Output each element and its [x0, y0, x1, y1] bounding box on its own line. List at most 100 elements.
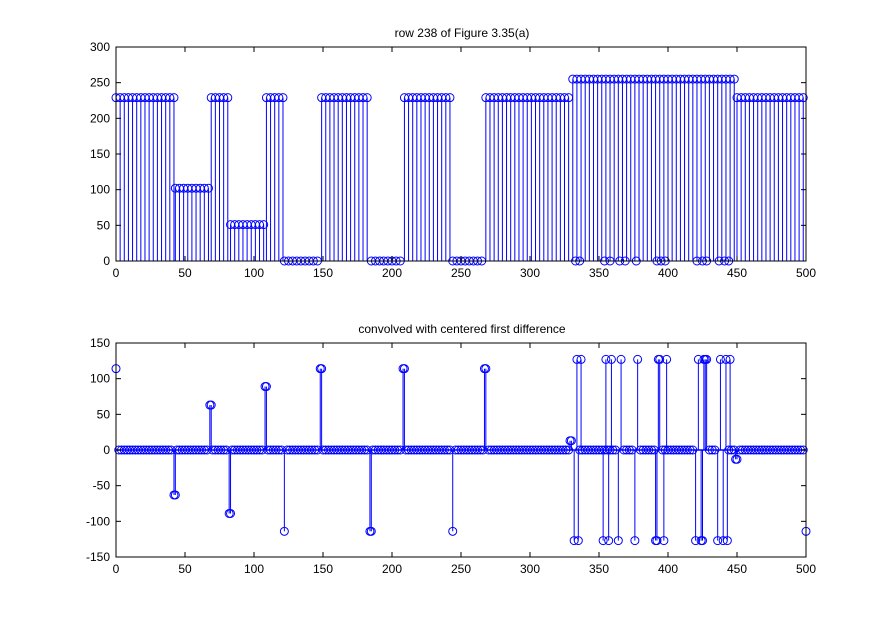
y-tick-label: 250 — [90, 76, 110, 90]
stem-marker — [566, 436, 576, 446]
stem-marker — [445, 93, 455, 103]
stem-marker — [710, 445, 720, 455]
x-tick-label: 300 — [520, 266, 540, 280]
x-tick-label: 500 — [796, 266, 816, 280]
stem-marker — [226, 508, 236, 518]
stem-marker — [688, 445, 698, 455]
stem-marker — [206, 400, 216, 410]
stem-marker — [616, 354, 626, 364]
stem-marker — [448, 526, 458, 536]
stem-marker — [278, 93, 288, 103]
stem-marker — [659, 536, 669, 546]
stem-marker — [725, 354, 735, 364]
stem-marker — [366, 526, 376, 536]
stem-marker — [798, 445, 808, 455]
x-tick-label: 500 — [796, 562, 816, 576]
stem-marker — [732, 454, 742, 464]
stem-marker — [223, 93, 233, 103]
stem-marker — [601, 354, 611, 364]
y-tick-label: 0 — [103, 254, 110, 268]
y-tick-label: -100 — [86, 514, 110, 528]
x-tick-label: 350 — [589, 266, 609, 280]
y-tick-label: 50 — [97, 218, 111, 232]
stem-marker — [279, 526, 289, 536]
y-axis-ticks: 0 50 100 150 200 250 300 — [90, 40, 806, 268]
stem-marker — [633, 354, 643, 364]
stem-marker — [622, 445, 632, 455]
stem-marker — [724, 445, 734, 455]
x-tick-label: 50 — [178, 562, 192, 576]
stem-marker — [573, 536, 583, 546]
y-tick-label: 100 — [90, 183, 110, 197]
y-tick-label: -150 — [86, 550, 110, 564]
stem-marker — [707, 445, 717, 455]
x-tick-label: 250 — [451, 266, 471, 280]
x-tick-label: 150 — [313, 266, 333, 280]
stem-marker — [685, 445, 695, 455]
stem-marker — [473, 445, 483, 455]
stem-marker — [271, 445, 281, 455]
y-tick-label: 150 — [90, 147, 110, 161]
x-tick-label: 200 — [382, 266, 402, 280]
stem-marker — [662, 354, 672, 364]
x-tick-label: 400 — [658, 562, 678, 576]
stem-marker — [598, 536, 608, 546]
x-axis-ticks: 0 50 100 150 200 250 300 350 400 450 500 — [113, 47, 816, 280]
stem-marker — [203, 183, 213, 193]
y-tick-label: 300 — [90, 40, 110, 54]
chart-row-238: row 238 of Figure 3.35(a) 0 50 100 150 200 25… — [90, 26, 816, 280]
stem-marker — [399, 364, 409, 374]
y-tick-label: 200 — [90, 111, 110, 125]
chart-first-difference: convolved with centered first difference… — [86, 322, 816, 576]
y-tick-label: -50 — [93, 479, 111, 493]
stem-marker — [357, 445, 367, 455]
stem-marker — [691, 536, 701, 546]
x-tick-label: 450 — [727, 562, 747, 576]
y-tick-label: 50 — [97, 407, 111, 421]
chart-title: row 238 of Figure 3.35(a) — [395, 26, 530, 40]
stem-marker — [652, 536, 662, 546]
stem-marker — [216, 445, 226, 455]
x-tick-label: 200 — [382, 562, 402, 576]
stem-marker — [390, 445, 400, 455]
stem-marker — [439, 445, 449, 455]
stem-series — [111, 74, 808, 266]
chart-title: convolved with centered first difference — [358, 322, 566, 336]
x-tick-label: 400 — [658, 266, 678, 280]
stem-marker — [261, 382, 271, 392]
stem-marker — [655, 354, 665, 364]
x-tick-label: 450 — [727, 266, 747, 280]
stem-marker — [715, 354, 725, 364]
x-tick-label: 250 — [451, 562, 471, 576]
x-tick-label: 100 — [244, 266, 264, 280]
stem-marker — [307, 445, 317, 455]
stem-marker — [682, 445, 692, 455]
stem-marker — [161, 445, 171, 455]
stem-marker — [630, 536, 640, 546]
stem-marker — [564, 445, 574, 455]
stem-marker — [362, 93, 372, 103]
stem-marker — [170, 490, 180, 500]
y-tick-label: 100 — [90, 372, 110, 386]
x-tick-label: 150 — [313, 562, 333, 576]
x-tick-label: 0 — [113, 266, 120, 280]
x-tick-label: 100 — [244, 562, 264, 576]
stem-marker — [317, 364, 327, 374]
y-tick-label: 0 — [103, 443, 110, 457]
stem-marker — [722, 536, 732, 546]
stem-marker — [798, 93, 808, 103]
stem-marker — [698, 536, 707, 546]
stem-marker — [576, 354, 586, 364]
x-tick-label: 350 — [589, 562, 609, 576]
stem-marker — [252, 445, 262, 455]
stem-marker — [606, 354, 616, 364]
y-axis-ticks: -150 -100 -50 0 50 100 150 — [86, 336, 806, 564]
stem-marker — [713, 536, 723, 546]
stem-marker — [197, 445, 207, 455]
x-tick-label: 300 — [520, 562, 540, 576]
stem-marker — [558, 445, 568, 455]
stem-marker — [604, 536, 614, 546]
stem-marker — [613, 536, 623, 546]
